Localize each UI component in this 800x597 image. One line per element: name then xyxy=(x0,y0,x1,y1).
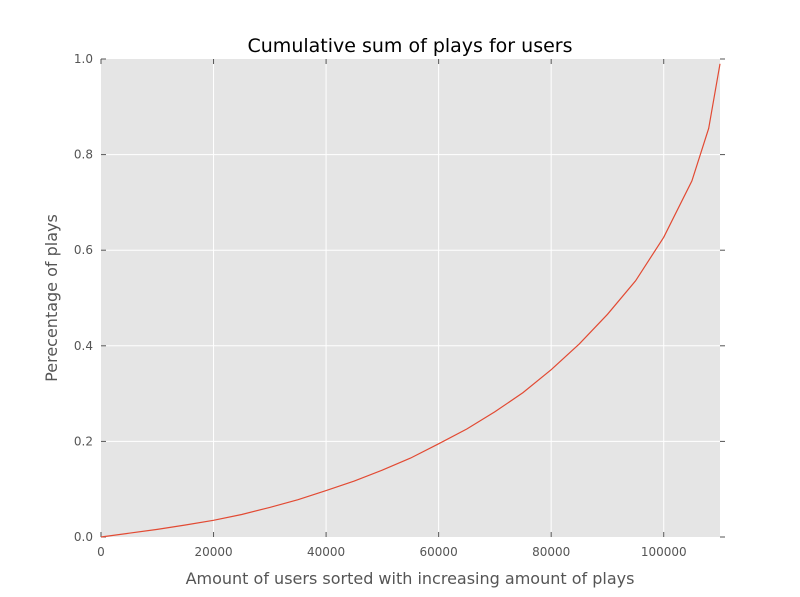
x-tick-label: 80000 xyxy=(532,545,570,559)
series-line xyxy=(100,63,721,538)
y-tick-label: 0.0 xyxy=(74,530,93,544)
plot-area xyxy=(101,59,720,537)
y-tick-label: 1.0 xyxy=(74,52,93,66)
x-axis-label: Amount of users sorted with increasing a… xyxy=(186,569,635,588)
series-group xyxy=(100,63,721,538)
grid-lines xyxy=(101,59,720,537)
x-tick-label: 20000 xyxy=(194,545,232,559)
y-tick-label: 0.4 xyxy=(74,339,93,353)
x-tick-labels: 0 20000 40000 60000 80000 100000 xyxy=(97,545,686,559)
x-tick-label: 60000 xyxy=(420,545,458,559)
y-tick-label: 0.2 xyxy=(74,434,93,448)
x-tick-label: 0 xyxy=(97,545,105,559)
y-tick-label: 0.8 xyxy=(74,148,93,162)
chart-title: Cumulative sum of plays for users xyxy=(248,35,573,57)
y-tick-labels: 0.0 0.2 0.4 0.6 0.8 1.0 xyxy=(74,52,93,544)
y-axis-label: Perecentage of plays xyxy=(42,214,61,382)
axis-ticks xyxy=(100,58,725,538)
y-tick-label: 0.6 xyxy=(74,243,93,257)
x-tick-label: 40000 xyxy=(307,545,345,559)
x-tick-label: 100000 xyxy=(641,545,687,559)
